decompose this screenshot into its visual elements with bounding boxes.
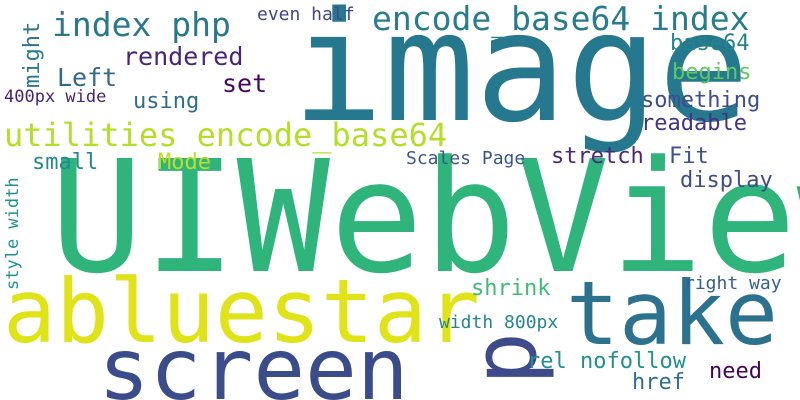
word-href: href — [632, 370, 685, 395]
word-set: set — [222, 69, 268, 98]
word-scales-page: Scales Page — [406, 148, 526, 169]
word-rendered: rendered — [123, 42, 244, 71]
word-400px-wide: 400px wide — [4, 87, 107, 107]
word-need: need — [709, 359, 762, 384]
word-utilities-encode-base64: utilities encode_base64 — [4, 116, 448, 154]
word-base64: base64 — [670, 31, 750, 56]
word-mode: Mode — [158, 150, 211, 175]
word-might: might — [20, 21, 45, 88]
word-left: Left — [57, 63, 118, 92]
word-width-800px: width 800px — [439, 312, 559, 333]
word-stretch: stretch — [551, 144, 644, 169]
word-image: image — [292, 0, 750, 156]
word-abluestar: abluestar — [3, 260, 480, 363]
word-take: take — [566, 262, 778, 365]
word-something: something — [641, 88, 761, 113]
word-using: using — [133, 89, 200, 114]
word-begins: begins — [672, 60, 752, 85]
word-encode-base64-index: encode_base64 index — [372, 0, 750, 38]
word-even-half: even half — [257, 4, 355, 25]
word-index-php: index php — [52, 5, 231, 44]
word-right-way: right way — [684, 273, 782, 294]
word-display: display — [680, 168, 773, 193]
word-small: small — [32, 150, 99, 175]
word-shrink: shrink — [471, 276, 551, 301]
word-screen: screen — [98, 320, 409, 400]
word-fit: Fit — [669, 144, 709, 169]
word-style-width: style width — [3, 177, 23, 290]
word-rel-nofollow: rel nofollow — [527, 349, 686, 374]
word-uiwebview: UIWebView — [50, 127, 800, 308]
word-readable: readable — [641, 111, 747, 136]
